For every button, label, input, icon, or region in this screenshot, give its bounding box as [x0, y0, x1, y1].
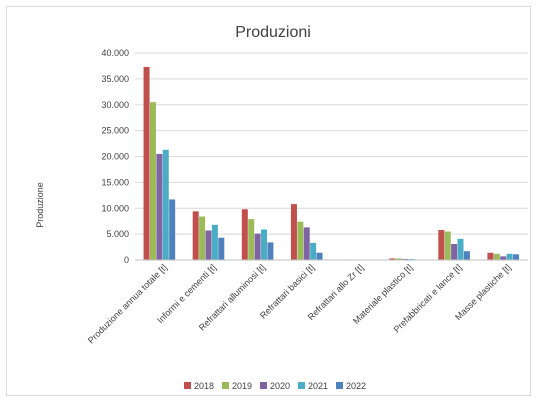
- y-tick-label: 30.000: [101, 100, 129, 110]
- bar: [513, 254, 520, 260]
- chart-canvas: Produzioni Produzione 0 5.000 10.000 15.000…: [35, 24, 528, 391]
- chart-area: Produzioni Produzione 0 5.000 10.000 15.000…: [6, 6, 531, 396]
- legend-swatch: [260, 382, 267, 389]
- bar: [310, 242, 317, 260]
- bar: [389, 258, 396, 260]
- x-tick-label: Produzione annua totale [t]: [86, 262, 169, 345]
- bar: [143, 66, 150, 260]
- bar: [211, 224, 218, 260]
- bar: [192, 211, 199, 260]
- bar: [267, 242, 274, 260]
- y-tick-label: 10.000: [101, 203, 129, 213]
- bar: [297, 221, 304, 260]
- bar: [401, 258, 408, 260]
- bar: [487, 252, 494, 260]
- bar: [149, 102, 156, 260]
- legend-swatch: [184, 382, 191, 389]
- bar: [248, 219, 255, 260]
- bar: [444, 231, 451, 260]
- y-tick-label: 25.000: [101, 126, 129, 136]
- bar: [451, 243, 458, 260]
- legend-swatch: [222, 382, 229, 389]
- bars: [143, 66, 520, 260]
- y-axis-ticks: 0 5.000 10.000 15.000 20.000 25.000 30.000 35.0…: [101, 48, 129, 265]
- bar: [316, 252, 323, 260]
- bar: [254, 233, 261, 260]
- bar: [169, 199, 176, 260]
- y-tick-label: 0: [124, 255, 129, 265]
- bar: [241, 209, 248, 260]
- legend-label: 2019: [232, 381, 252, 391]
- legend-label: 2021: [308, 381, 328, 391]
- x-axis-ticks: Produzione annua totale [t]Informi e cem…: [86, 262, 513, 345]
- bar: [408, 258, 415, 260]
- legend-label: 2020: [270, 381, 290, 391]
- legend-swatch: [336, 382, 343, 389]
- bar: [506, 253, 513, 260]
- bar: [261, 229, 268, 260]
- y-tick-label: 15.000: [101, 177, 129, 187]
- legend: 2018 2019 2020 2021 2022: [184, 381, 366, 391]
- legend-swatch: [298, 382, 305, 389]
- bar: [199, 216, 206, 260]
- bar: [162, 149, 169, 260]
- bar: [395, 258, 402, 260]
- bar: [205, 230, 212, 260]
- bar: [156, 153, 163, 260]
- legend-label: 2022: [346, 381, 366, 391]
- bar: [457, 238, 464, 260]
- chart-title: Produzioni: [235, 24, 311, 41]
- bar: [500, 256, 507, 260]
- bar: [218, 237, 225, 260]
- y-tick-label: 20.000: [101, 152, 129, 162]
- bar: [463, 251, 470, 260]
- y-tick-label: 5.000: [106, 229, 129, 239]
- bar: [438, 229, 445, 260]
- y-axis-label: Produzione: [35, 182, 45, 228]
- x-tick-label: Masse plastiche [t]: [453, 262, 513, 322]
- y-tick-label: 35.000: [101, 74, 129, 84]
- grid-lines: [135, 52, 528, 235]
- bar: [303, 227, 310, 260]
- legend-label: 2018: [194, 381, 214, 391]
- y-tick-label: 40.000: [101, 48, 129, 58]
- bar: [290, 204, 297, 260]
- bar: [493, 253, 500, 260]
